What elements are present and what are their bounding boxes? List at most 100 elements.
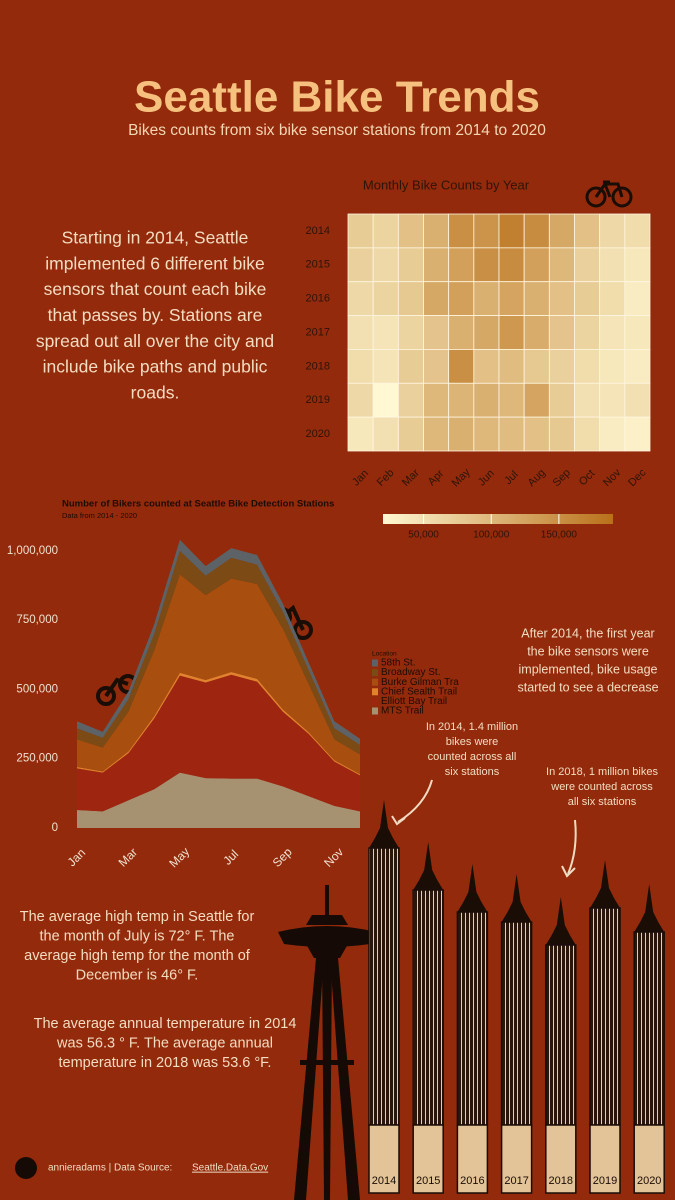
heatmap-cell	[498, 416, 525, 452]
heatmap-cell	[574, 349, 601, 384]
y-tick-label: 750,000	[16, 614, 58, 626]
intro-text: implemented 6 different bike	[45, 253, 265, 273]
note: the month of July is 72° F. The	[40, 928, 235, 944]
note: average high temp for the month of	[24, 948, 251, 964]
tower-base	[500, 1124, 533, 1194]
heatmap-cell	[423, 213, 450, 249]
note: temperature in 2018 was 53.6 °F.	[59, 1055, 272, 1071]
heatmap-cell	[473, 213, 500, 249]
heatmap-cell	[448, 416, 475, 452]
heatmap-cell	[548, 315, 575, 350]
arrow	[567, 819, 577, 875]
footer-link[interactable]: Seattle.Data.Gov	[192, 1163, 268, 1174]
heatmap-cell	[574, 281, 601, 316]
tower-year: 2014	[372, 1175, 396, 1187]
tower-body	[412, 889, 444, 1126]
tower-base	[589, 1124, 621, 1194]
heatmap-cell	[548, 416, 575, 452]
tower-year: 2016	[460, 1175, 484, 1187]
note: The average high temp in Seattle for	[20, 909, 255, 925]
tower-body	[545, 944, 577, 1126]
legend-label: 58th St.	[381, 658, 415, 669]
heatmap-cell	[599, 281, 626, 316]
heatmap-cell	[523, 213, 550, 249]
y-tick-label: 250,000	[16, 753, 58, 765]
legend-label: Broadway St.	[381, 667, 440, 678]
subtitle: Bikes counts from six bike sensor statio…	[128, 122, 546, 139]
annotation: counted across all	[428, 751, 517, 763]
heatmap-cell	[599, 416, 626, 452]
heatmap-cell	[423, 247, 450, 283]
heatmap-cell	[498, 247, 525, 283]
tower-spire	[545, 897, 576, 945]
tower-body	[589, 907, 621, 1126]
heatmap-cell	[498, 213, 525, 249]
tower: 2015	[412, 842, 444, 1194]
heatmap-cell	[397, 349, 424, 384]
heatmap-cell	[599, 382, 626, 418]
heatmap-cell	[372, 349, 399, 384]
heatmap-cell	[624, 416, 651, 452]
tower-body	[456, 911, 489, 1126]
tower-spire	[590, 860, 620, 908]
heatmap-cell	[624, 247, 651, 283]
legend-swatch	[372, 669, 378, 677]
heatmap-cell	[448, 382, 475, 418]
legend-label: MTS Trail	[381, 706, 424, 717]
tower-base	[368, 1124, 400, 1194]
y-tick-label: 2020	[306, 428, 330, 440]
tower-year: 2017	[504, 1175, 528, 1187]
heatmap-cell	[574, 315, 601, 350]
tower-body	[500, 921, 533, 1126]
tower: 2016	[456, 864, 489, 1194]
heatmap-cell	[347, 213, 374, 249]
legend-label: Elliott Bay Trail	[381, 696, 447, 707]
heatmap-cell	[548, 349, 575, 384]
heatmap-cell	[397, 247, 424, 283]
note: was 56.3 ° F. The average annual	[56, 1035, 273, 1051]
colorbar-label: 50,000	[408, 530, 439, 541]
heatmap-cell	[448, 213, 475, 249]
area	[77, 574, 360, 775]
title: Seattle Bike Trends	[134, 73, 540, 122]
heatmap-cell	[574, 247, 601, 283]
y-tick-label: 2018	[306, 360, 330, 372]
heatmap-cell	[523, 315, 550, 350]
annotation: were counted across	[550, 781, 653, 793]
note: The average annual temperature in 2014	[34, 1016, 297, 1032]
tower-base	[545, 1124, 577, 1194]
intro-text: roads.	[131, 382, 180, 402]
heatmap-cell	[624, 213, 651, 249]
intro-text: that passes by. Stations are	[48, 305, 263, 325]
tower-spire	[501, 874, 532, 922]
heatmap-cell	[372, 213, 399, 249]
heatmap-cell	[624, 315, 651, 350]
heatmap-cell	[473, 349, 500, 384]
heatmap-cell	[473, 382, 500, 418]
y-tick-label: 2014	[306, 225, 330, 237]
heatmap-cell	[523, 349, 550, 384]
annotation: started to see a decrease	[517, 680, 658, 694]
arrow-head	[391, 815, 406, 826]
heatmap-cell	[523, 247, 550, 283]
heatmap-cell	[347, 247, 374, 283]
y-tick-label: 2016	[306, 293, 330, 305]
annotation: bikes were	[446, 736, 499, 748]
heatmap-cell	[498, 349, 525, 384]
arrow-head	[561, 865, 576, 878]
heatmap-cell	[372, 281, 399, 316]
legend-swatch	[372, 707, 378, 715]
tower-spire	[457, 864, 488, 912]
bike-icon	[585, 180, 633, 208]
heatmap-cell	[599, 213, 626, 249]
heatmap-cell	[473, 416, 500, 452]
footer-credit: annieradams | Data Source:	[48, 1163, 172, 1174]
note: December is 46° F.	[76, 967, 199, 983]
annotation: In 2018, 1 million bikes	[546, 766, 658, 778]
heatmap-cell	[599, 247, 626, 283]
tower-spire	[634, 884, 665, 932]
intro-text: spread out all over the city and	[36, 331, 274, 351]
heatmap-cell	[548, 382, 575, 418]
tower-year: 2018	[549, 1175, 573, 1187]
heatmap-cell	[372, 382, 399, 418]
